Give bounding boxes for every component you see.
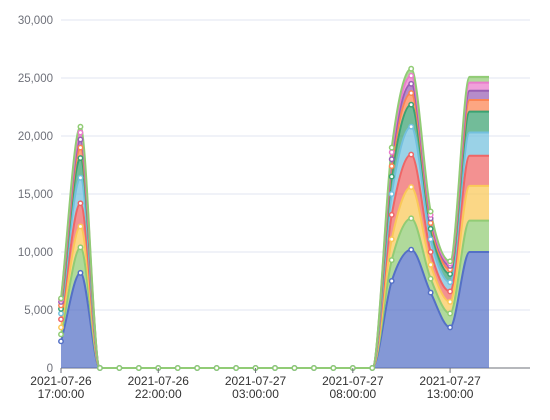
x-tick-label-date: 2021-07-27	[322, 374, 384, 388]
data-point	[447, 279, 454, 286]
data-point	[330, 365, 337, 371]
data-point	[77, 129, 84, 136]
data-point	[427, 225, 434, 232]
data-point	[116, 365, 123, 371]
data-point	[77, 223, 84, 230]
x-tick-label-date: 2021-07-27	[225, 374, 287, 388]
data-point	[194, 365, 201, 371]
data-point	[447, 288, 454, 295]
x-tick-label-time: 13:00:00	[427, 387, 474, 401]
x-tick-label-time: 17:00:00	[38, 387, 85, 401]
data-point	[272, 365, 278, 371]
data-point	[58, 324, 64, 331]
data-point	[447, 258, 454, 265]
data-point	[388, 173, 395, 180]
data-point	[427, 275, 434, 282]
data-point	[388, 144, 395, 151]
data-point	[77, 123, 84, 130]
data-point	[427, 220, 434, 226]
x-axis: 2021-07-2617:00:002021-07-2622:00:002021…	[30, 368, 481, 401]
data-point	[174, 365, 181, 371]
y-tick-label: 30,000	[18, 15, 53, 27]
data-point	[408, 184, 415, 190]
data-point	[427, 208, 434, 215]
grid-lines	[61, 19, 530, 369]
data-point	[58, 331, 64, 338]
data-point	[388, 191, 395, 197]
data-point	[58, 295, 64, 302]
data-point	[408, 101, 415, 108]
data-point	[408, 90, 415, 97]
data-point	[233, 365, 240, 371]
y-tick-label: 10,000	[18, 247, 53, 259]
data-point	[427, 261, 434, 268]
data-point	[427, 236, 434, 243]
data-point	[135, 365, 142, 371]
data-markers	[58, 65, 454, 371]
data-point	[427, 289, 434, 296]
series-area-1	[61, 249, 489, 368]
y-tick-label: 0	[47, 363, 53, 375]
data-point	[447, 298, 454, 305]
data-point	[447, 271, 454, 277]
data-point	[77, 136, 84, 143]
x-tick-label-time: 08:00:00	[329, 387, 376, 401]
data-point	[58, 316, 64, 323]
x-tick-label-time: 03:00:00	[232, 387, 279, 401]
data-point	[408, 151, 415, 158]
data-point	[77, 269, 84, 276]
data-point	[77, 244, 84, 251]
data-point	[291, 365, 298, 371]
data-point	[408, 215, 415, 222]
y-tick-label: 15,000	[18, 189, 53, 201]
data-point	[408, 72, 415, 79]
data-point	[310, 365, 317, 371]
x-tick-label-date: 2021-07-26	[128, 374, 190, 388]
data-point	[427, 249, 434, 255]
y-axis: 0 5,000 10,000 15,000 20,000 25,000 30,000	[18, 15, 53, 375]
data-point	[369, 365, 376, 371]
data-point	[388, 149, 395, 156]
x-tick-label-date: 2021-07-26	[30, 374, 92, 388]
data-point	[388, 211, 395, 218]
y-tick-label: 5,000	[24, 305, 53, 317]
data-point	[408, 246, 415, 253]
y-tick-label: 25,000	[18, 73, 53, 85]
data-point	[96, 365, 103, 371]
data-point	[408, 80, 415, 87]
data-point	[77, 155, 84, 161]
data-point	[77, 174, 84, 181]
data-point	[58, 310, 64, 317]
data-point	[408, 65, 415, 72]
data-point	[58, 338, 64, 345]
data-point	[447, 310, 454, 317]
data-point	[77, 200, 84, 207]
data-point	[388, 163, 395, 170]
data-point	[388, 156, 395, 163]
data-point	[408, 123, 415, 130]
data-point	[213, 365, 220, 371]
data-point	[447, 324, 454, 331]
y-tick-label: 20,000	[18, 131, 53, 143]
data-point	[388, 278, 395, 284]
data-point	[388, 236, 395, 243]
x-tick-label-time: 22:00:00	[135, 387, 182, 401]
data-point	[77, 144, 84, 151]
data-point	[388, 257, 395, 264]
x-tick-label-date: 2021-07-27	[419, 374, 481, 388]
